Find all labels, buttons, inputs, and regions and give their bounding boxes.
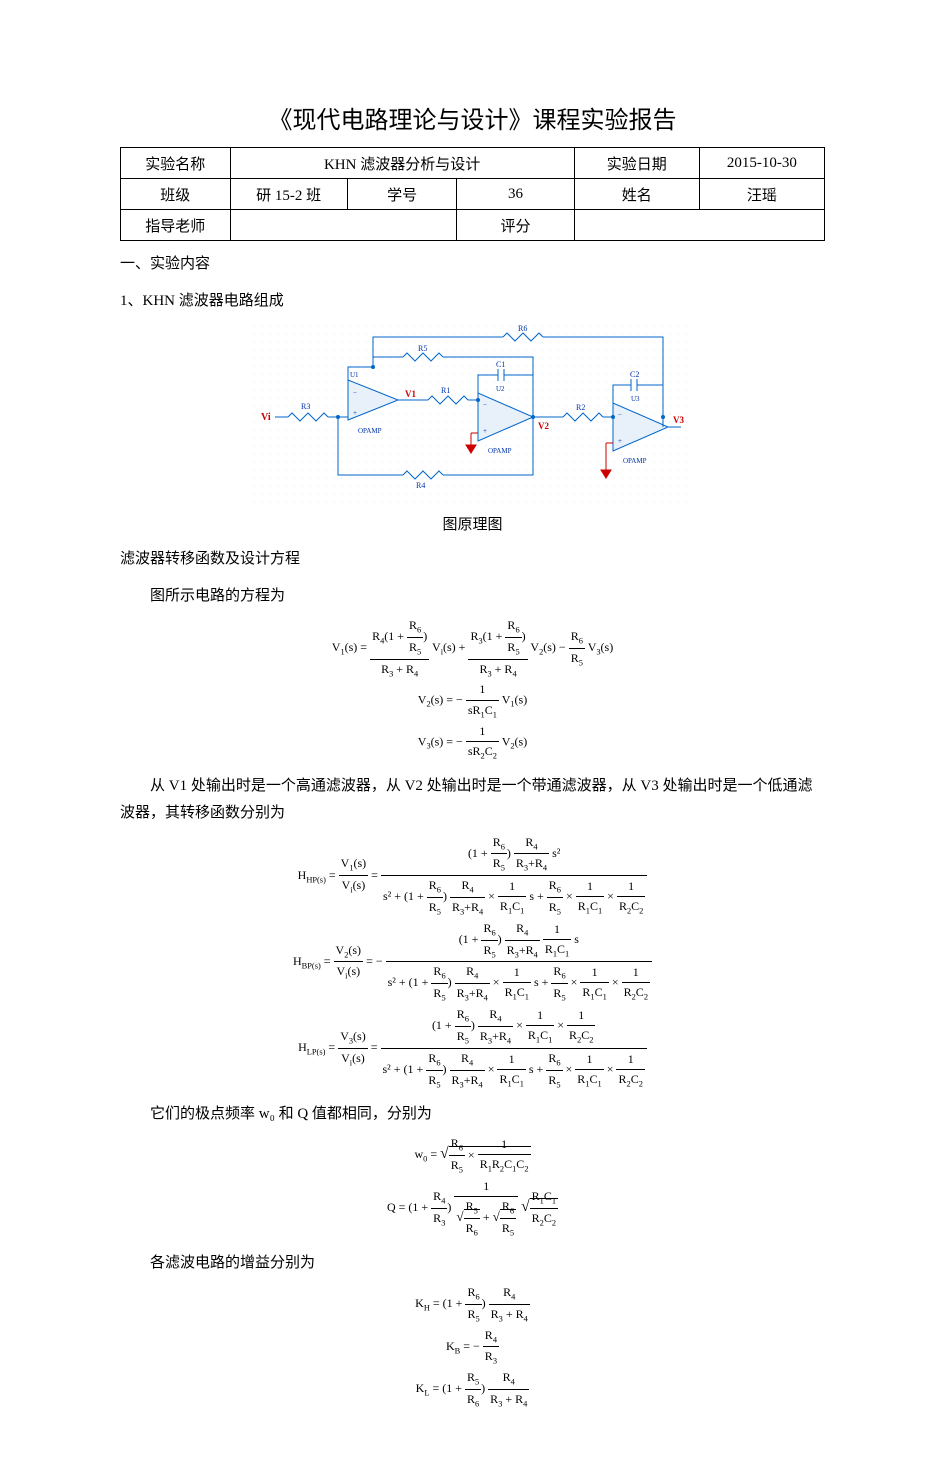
label-opamp3: OPAMP: [623, 457, 647, 465]
svg-text:−: −: [483, 401, 487, 409]
equation: V1(s) = R4(1 + R6R5)R3 + R4 Vi(s) + R3(1…: [120, 616, 825, 680]
cell-value: [574, 210, 824, 241]
svg-text:+: +: [618, 437, 622, 445]
label-u1: U1: [350, 371, 359, 379]
svg-text:−: −: [353, 389, 357, 397]
body-text: 图所示电路的方程为: [120, 583, 825, 610]
equation: w0 = √R6R5 × 1R1R2C1C2: [120, 1134, 825, 1177]
cell-value: 2015-10-30: [699, 148, 824, 179]
body-text: 各滤波电路的增益分别为: [120, 1250, 825, 1277]
cell-label: 姓名: [574, 179, 699, 210]
document-title: 《现代电路理论与设计》课程实验报告: [120, 100, 825, 135]
label-opamp1: OPAMP: [358, 427, 382, 435]
label-v3: V3: [673, 415, 684, 425]
figure-caption: 图原理图: [120, 513, 825, 534]
cell-label: 实验日期: [574, 148, 699, 179]
equation: HBP(s) = V2(s)Vi(s) = − (1 + R6R5) R4R3+…: [120, 919, 825, 1005]
label-u3: U3: [631, 395, 640, 403]
equation-block: w0 = √R6R5 × 1R1R2C1C2 Q = (1 + R4R3) 1√…: [120, 1134, 825, 1240]
label-r2: R2: [576, 403, 585, 412]
label-c2: C2: [630, 370, 639, 379]
label-r5: R5: [418, 344, 427, 353]
table-row: 指导老师 评分: [121, 210, 825, 241]
label-c1: C1: [496, 360, 505, 369]
section-heading: 一、实验内容: [120, 251, 825, 278]
equation: V2(s) = − 1sR1C1 V1(s): [120, 680, 825, 721]
label-v2: V2: [538, 421, 549, 431]
cell-value: 研 15-2 班: [230, 179, 347, 210]
svg-text:−: −: [618, 411, 622, 419]
equation-block: V1(s) = R4(1 + R6R5)R3 + R4 Vi(s) + R3(1…: [120, 616, 825, 763]
header-table: 实验名称 KHN 滤波器分析与设计 实验日期 2015-10-30 班级 研 1…: [120, 147, 825, 241]
equation: HHP(s) = V1(s)Vi(s) = (1 + R6R5) R4R3+R4…: [120, 833, 825, 919]
table-row: 班级 研 15-2 班 学号 36 姓名 汪瑶: [121, 179, 825, 210]
cell-label: 学号: [347, 179, 457, 210]
label-r6: R6: [518, 325, 527, 333]
equation: V3(s) = − 1sR2C2 V2(s): [120, 722, 825, 763]
cell-value: KHN 滤波器分析与设计: [230, 148, 574, 179]
label-r4: R4: [416, 481, 425, 490]
cell-label: 指导老师: [121, 210, 231, 241]
label-u2: U2: [496, 385, 505, 393]
cell-label: 班级: [121, 179, 231, 210]
label-vi: Vi: [261, 412, 271, 423]
equation-block: KH = (1 + R6R5) R4R3 + R4 KB = − R4R3 KL…: [120, 1283, 825, 1411]
svg-text:+: +: [353, 409, 357, 417]
equation: KL = (1 + R5R6) R4R3 + R4: [120, 1368, 825, 1411]
cell-value: 36: [457, 179, 574, 210]
equation: Q = (1 + R4R3) 1√R5R6 + √R6R5 √R1C1R2C2: [120, 1177, 825, 1240]
page: 《现代电路理论与设计》课程实验报告 实验名称 KHN 滤波器分析与设计 实验日期…: [0, 0, 945, 1481]
body-text: 它们的极点频率 w₀ 和 Q 值都相同，分别为: [120, 1101, 825, 1128]
equation: KH = (1 + R6R5) R4R3 + R4: [120, 1283, 825, 1326]
equation-block: HHP(s) = V1(s)Vi(s) = (1 + R6R5) R4R3+R4…: [120, 833, 825, 1092]
table-row: 实验名称 KHN 滤波器分析与设计 实验日期 2015-10-30: [121, 148, 825, 179]
cell-label: 评分: [457, 210, 574, 241]
equation: KB = − R4R3: [120, 1326, 825, 1369]
circuit-svg: R6 R5 Vi R3: [253, 325, 693, 505]
svg-text:+: +: [483, 427, 487, 435]
cell-label: 实验名称: [121, 148, 231, 179]
label-opamp2: OPAMP: [488, 447, 512, 455]
cell-value: [230, 210, 457, 241]
section-heading: 滤波器转移函数及设计方程: [120, 546, 825, 573]
cell-value: 汪瑶: [699, 179, 824, 210]
label-r3: R3: [301, 402, 310, 411]
label-r1: R1: [441, 386, 450, 395]
circuit-diagram: R6 R5 Vi R3: [253, 325, 693, 505]
body-text: 从 V1 处输出时是一个高通滤波器，从 V2 处输出时是一个带通滤波器，从 V3…: [120, 773, 825, 827]
equation: HLP(s) = V3(s)Vi(s) = (1 + R6R5) R4R3+R4…: [120, 1005, 825, 1091]
section-sub: 1、KHN 滤波器电路组成: [120, 288, 825, 315]
label-v1: V1: [405, 389, 416, 399]
